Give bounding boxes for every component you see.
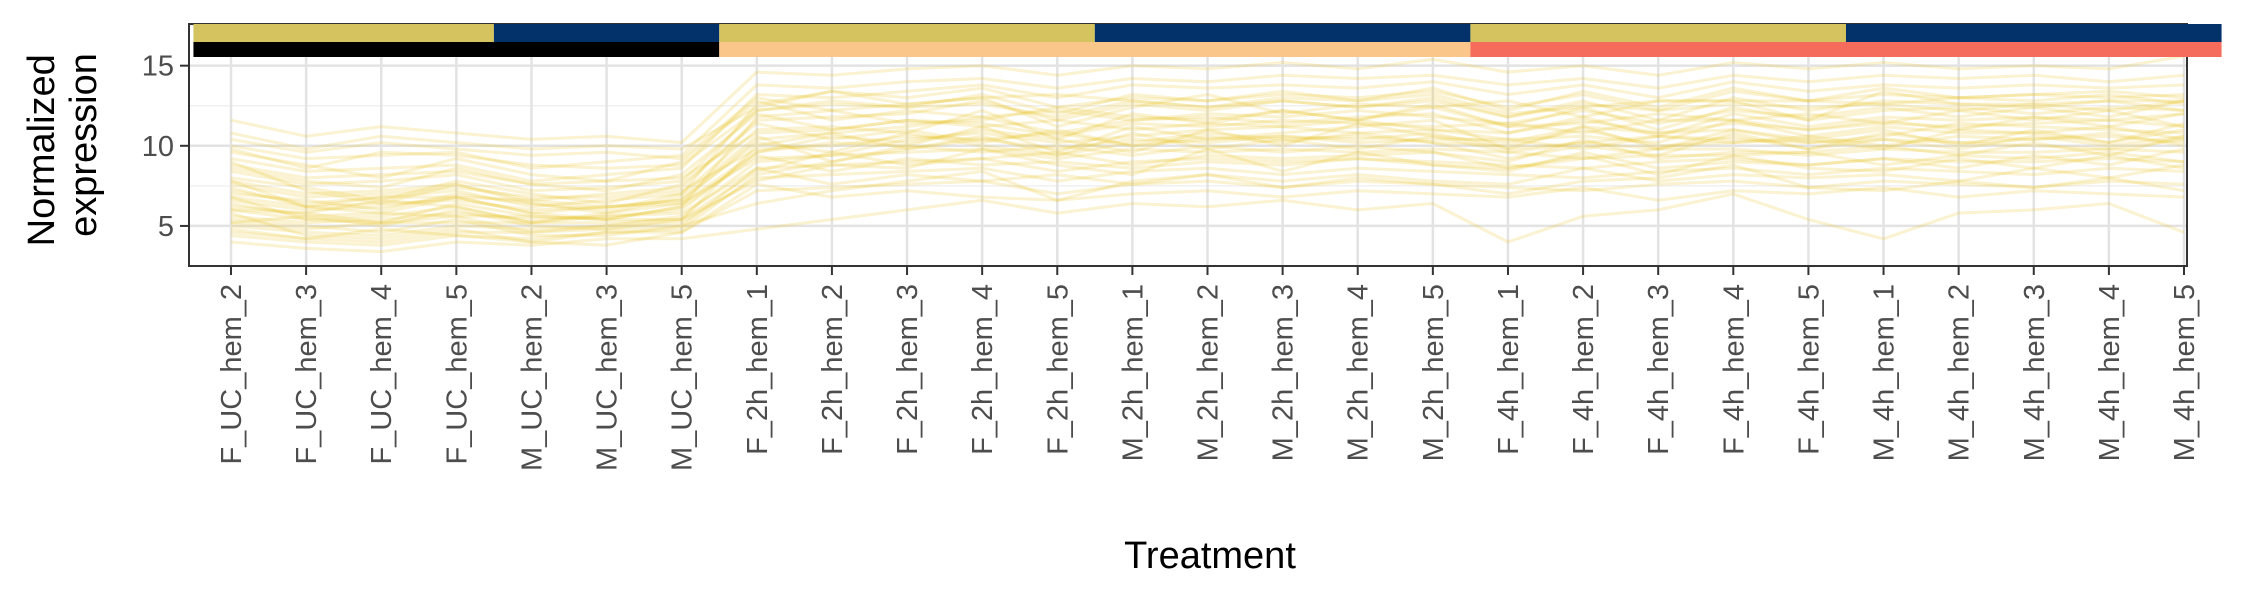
series-line <box>230 118 2185 186</box>
sex-band-F <box>1470 24 1846 42</box>
x-tick-label: M_4h_hem_2 <box>1944 284 1976 461</box>
series-line <box>230 131 2185 231</box>
x-tick-label: M_UC_hem_5 <box>667 284 699 471</box>
x-tick-label: M_UC_hem_2 <box>516 284 548 471</box>
x-tick-label: F_2h_hem_1 <box>742 284 774 455</box>
y-axis-title-line-2: expression <box>63 53 105 237</box>
series-line <box>230 134 2185 215</box>
x-tick-label: M_4h_hem_4 <box>2094 284 2126 461</box>
y-axis-title: Normalized expression <box>21 44 105 247</box>
x-tick-label: F_UC_hem_3 <box>291 284 323 465</box>
series-line <box>230 89 2185 212</box>
x-tick-label: F_4h_hem_1 <box>1493 284 1525 455</box>
series-line <box>230 166 2185 237</box>
time-band-2h <box>719 42 1471 57</box>
time-band-4h <box>1470 42 2222 57</box>
x-tick-label: F_2h_hem_2 <box>817 284 849 455</box>
series-line <box>230 131 2185 209</box>
sex-band-M <box>1094 24 1471 42</box>
series-line <box>230 121 2185 205</box>
x-tick-label: F_UC_hem_4 <box>366 284 398 465</box>
x-tick-label: F_4h_hem_3 <box>1643 284 1675 455</box>
sex-band-M <box>493 24 720 42</box>
x-tick-label: M_2h_hem_5 <box>1418 284 1450 461</box>
series-line <box>230 54 2185 145</box>
series-line <box>230 147 2185 225</box>
series-line <box>230 121 2185 225</box>
series-line <box>230 157 2185 225</box>
x-axis-title: Treatment <box>1124 535 1296 577</box>
series-line <box>230 147 2185 212</box>
x-tick-label: F_4h_hem_4 <box>1718 284 1750 455</box>
x-tick-label: M_2h_hem_4 <box>1343 284 1375 461</box>
y-tick-label: 10 <box>142 131 174 163</box>
series-line <box>230 118 2185 225</box>
series-line <box>230 182 2185 247</box>
series-line <box>230 86 2185 151</box>
x-tick-label: M_UC_hem_3 <box>592 284 624 471</box>
x-tick-label: F_4h_hem_2 <box>1568 284 1600 455</box>
series-line <box>230 112 2185 215</box>
series-line <box>230 96 2184 202</box>
series-layer <box>230 54 2185 254</box>
x-tick-label: M_4h_hem_3 <box>2019 284 2051 461</box>
series-line <box>230 89 2185 161</box>
y-axis: 5 10 15 <box>142 51 189 243</box>
y-tick-label: 5 <box>158 211 174 243</box>
y-tick-label: 15 <box>142 51 174 83</box>
series-line <box>230 112 2185 193</box>
x-axis: F_UC_hem_2 F_UC_hem_3 F_UC_hem_4 F_UC_hem_5… <box>216 266 2201 471</box>
sex-band-M <box>1845 24 2222 42</box>
series-line <box>230 131 2185 244</box>
x-tick-label: F_2h_hem_3 <box>892 284 924 455</box>
series-line <box>230 163 2185 237</box>
x-tick-label: M_4h_hem_1 <box>1869 284 1901 461</box>
series-line <box>230 99 2185 170</box>
series-line <box>230 118 2185 234</box>
x-tick-label: M_2h_hem_2 <box>1193 284 1225 461</box>
x-tick-label: M_4h_hem_5 <box>2169 284 2201 461</box>
series-line <box>230 105 2185 221</box>
series-line <box>230 73 2185 170</box>
series-line <box>230 80 2185 183</box>
x-tick-label: F_2h_hem_4 <box>967 284 999 455</box>
series-line <box>230 150 2185 225</box>
x-tick-label: F_4h_hem_5 <box>1793 284 1825 455</box>
series-line <box>230 134 2185 199</box>
series-line <box>230 89 2185 193</box>
series-line <box>230 163 2185 244</box>
series-line <box>230 147 2185 225</box>
x-tick-label: M_2h_hem_1 <box>1117 284 1149 461</box>
series-line <box>230 102 2185 209</box>
x-tick-label: F_UC_hem_5 <box>441 284 473 465</box>
grid-layer <box>189 24 2187 267</box>
series-line <box>230 179 2185 247</box>
annotation-bars <box>193 24 2222 57</box>
y-axis-title-line-1: Normalized <box>21 54 63 246</box>
x-tick-label: F_2h_hem_5 <box>1042 284 1074 455</box>
time-band-UC <box>193 42 720 57</box>
series-line <box>230 192 2185 254</box>
x-tick-label: F_UC_hem_2 <box>216 284 248 465</box>
sex-band-F <box>193 24 494 42</box>
series-line <box>230 99 2185 183</box>
sex-band-F <box>719 24 1095 42</box>
x-tick-label: M_2h_hem_3 <box>1268 284 1300 461</box>
